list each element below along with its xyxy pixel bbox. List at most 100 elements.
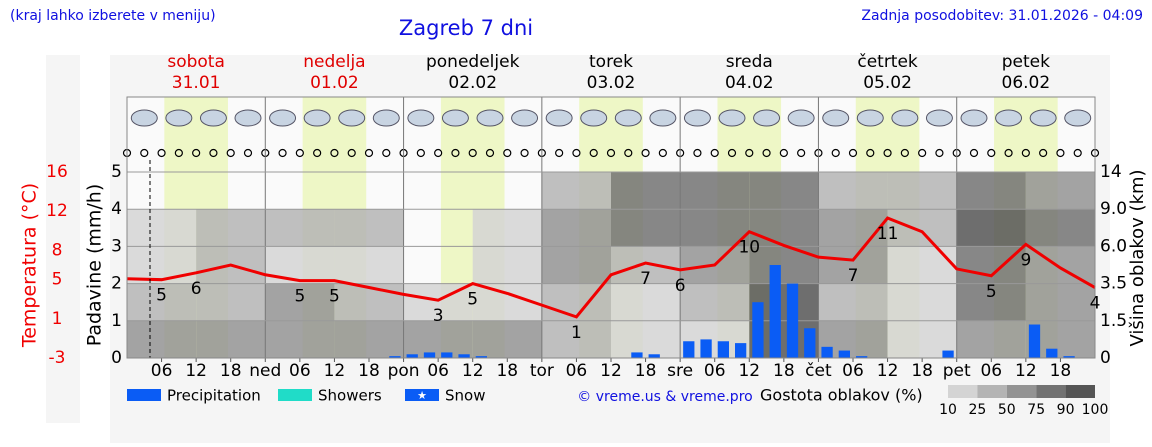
- density-level: 25: [968, 402, 986, 418]
- wind-marker: [226, 148, 235, 158]
- chart-title: Zagreb 7 dni: [399, 16, 533, 40]
- y3-tick-label: 0: [1100, 348, 1111, 368]
- x-tick-label: 12: [738, 361, 760, 381]
- wind-marker: [779, 148, 788, 158]
- x-tick-label: 06: [980, 361, 1002, 381]
- x-tick-label: čet: [805, 361, 832, 381]
- weather-icon: [856, 109, 884, 127]
- precip-bar: [838, 350, 850, 358]
- cloud-cell: [1025, 283, 1095, 321]
- cloud-cell: [956, 209, 1026, 247]
- weather-icon: [753, 109, 781, 127]
- x-tick-label: tor: [530, 361, 554, 381]
- weather-icon: [787, 109, 815, 127]
- precip-bar: [735, 343, 747, 358]
- day-date: 06.02: [1002, 73, 1051, 93]
- snow-star: ★: [417, 389, 427, 402]
- wind-marker: [918, 148, 927, 158]
- wind-marker: [243, 148, 253, 158]
- y2-tick-label: 1: [52, 309, 63, 329]
- x-tick-label: pet: [943, 361, 971, 381]
- cloud-cell: [334, 246, 404, 284]
- wind-marker: [330, 148, 339, 158]
- precip-bar: [821, 346, 833, 358]
- wind-marker: [313, 148, 322, 158]
- temperature-label: 5: [986, 282, 997, 302]
- cloud-cell: [127, 209, 197, 247]
- x-tick-label: pon: [388, 361, 420, 381]
- y2-title: Temperatura (°C): [19, 183, 41, 348]
- x-tick-label: 06: [151, 361, 173, 381]
- cloud-cell: [334, 283, 404, 321]
- y2-tick-label: 5: [52, 270, 63, 290]
- cloud-cell: [749, 209, 819, 247]
- wind-marker: [434, 148, 443, 158]
- wind-marker: [658, 148, 667, 158]
- temperature-label: 4: [1090, 294, 1101, 314]
- cloud-cell: [611, 320, 681, 358]
- x-tick-label: 18: [635, 361, 657, 381]
- weather-icon: [683, 109, 711, 127]
- cloud-cell: [472, 320, 542, 358]
- plot-frame: [126, 96, 1096, 359]
- precip-bar: [700, 339, 712, 358]
- wind-marker: [416, 148, 425, 158]
- cloud-cell: [334, 320, 404, 358]
- wind-marker: [209, 148, 218, 158]
- temperature-label: 6: [191, 279, 202, 299]
- wind-marker: [555, 148, 564, 158]
- y2-tick-label: 8: [52, 240, 63, 260]
- wind-marker: [1056, 148, 1065, 158]
- density-swatch: [1036, 385, 1066, 398]
- weather-icon: [130, 109, 158, 127]
- wind-marker: [606, 148, 616, 158]
- y-tick-label: 5: [111, 162, 122, 182]
- x-tick-label: 12: [1015, 361, 1037, 381]
- y3-tick-label: 1.5: [1100, 311, 1127, 331]
- density-level: 90: [1057, 402, 1075, 418]
- cloud-density: [127, 172, 1095, 358]
- wind-marker: [192, 148, 201, 158]
- y-tick-label: 1: [111, 311, 122, 331]
- density-swatch: [1065, 385, 1095, 398]
- wind-marker: [797, 148, 806, 158]
- precip-bar: [648, 354, 660, 358]
- legend-swatch: [127, 389, 161, 401]
- density-level: 50: [998, 402, 1016, 418]
- x-tick-label: 18: [773, 361, 795, 381]
- precip-bar: [769, 265, 781, 358]
- day-name: sreda: [726, 52, 773, 72]
- weather-icon: [303, 109, 331, 127]
- day-date: 04.02: [725, 73, 774, 93]
- x-tick-label: 12: [462, 361, 484, 381]
- cloud-cell: [127, 246, 197, 284]
- cloud-cell: [472, 209, 542, 247]
- weather-icon: [649, 109, 677, 127]
- weather-icon: [891, 109, 919, 127]
- left-strip: [46, 55, 80, 423]
- wind-marker: [572, 148, 581, 158]
- cloud-cell: [541, 209, 611, 247]
- y3-title: Višina oblakov (km): [1127, 169, 1148, 346]
- updated: Zadnja posodobitev: 31.01.2026 - 04:09: [861, 8, 1143, 24]
- cloud-cell: [127, 283, 197, 321]
- legend-label: Showers: [318, 387, 382, 405]
- wind-marker: [866, 148, 875, 158]
- weather-icon: [995, 109, 1023, 127]
- wind-marker: [382, 148, 391, 158]
- y2-tick-label: 16: [46, 162, 68, 182]
- cloud-cell: [196, 209, 266, 247]
- density-title: Gostota oblakov (%): [760, 386, 923, 405]
- wind-marker: [710, 148, 719, 158]
- wind-marker: [347, 148, 356, 158]
- marks: [126, 216, 1096, 358]
- x-tick-label: 18: [220, 361, 242, 381]
- cloud-cell: [334, 209, 404, 247]
- cloud-cell: [887, 283, 957, 321]
- wind-marker: [883, 148, 892, 158]
- density-swatch: [948, 385, 978, 398]
- density-swatch: [1006, 385, 1037, 398]
- temperature-label: 5: [329, 287, 340, 307]
